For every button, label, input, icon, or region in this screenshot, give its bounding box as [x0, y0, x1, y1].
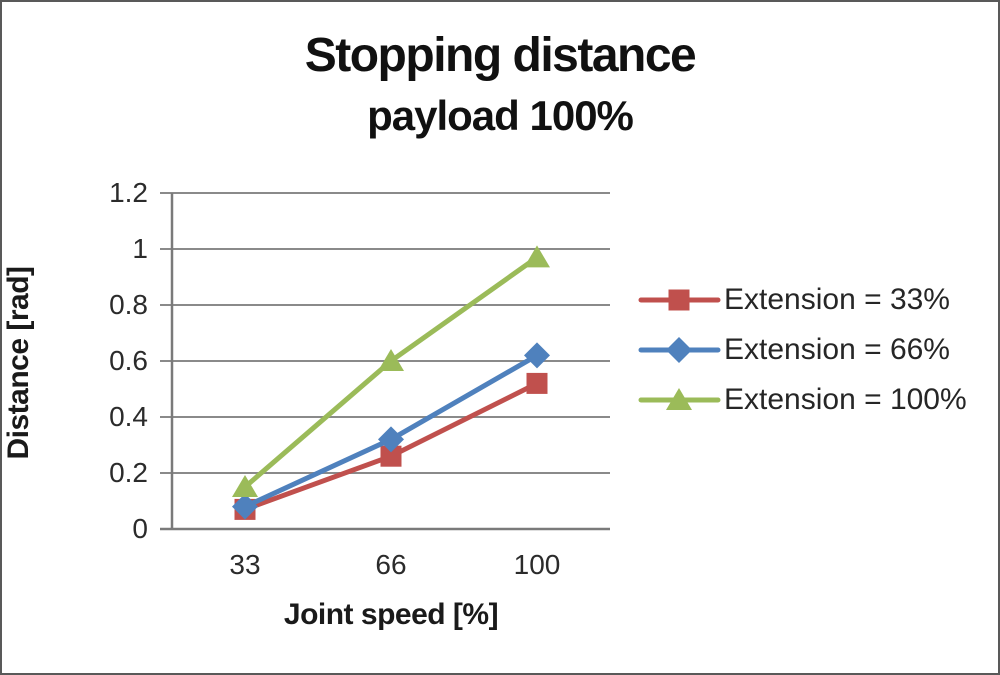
legend-item-2: Extension = 100% [638, 378, 967, 422]
chart-title: Stopping distance [304, 29, 697, 82]
series-1-point-1 [378, 426, 404, 453]
legend-item-1: Extension = 66% [638, 328, 967, 372]
y-tick-label-1: 1 [132, 233, 148, 264]
legend-marker-2 [666, 388, 692, 410]
x-tick-label-100: 100 [513, 549, 561, 580]
y-axis-title: Distance [rad] [2, 266, 35, 460]
series-1-point-2 [524, 342, 550, 369]
x-tick-label-33: 33 [229, 549, 261, 580]
y-tick-label-0.8: 0.8 [109, 289, 148, 320]
triangle-legend-marker-icon [638, 388, 721, 410]
legend-label-1: Extension = 66% [724, 333, 950, 366]
y-tick-label-0.2: 0.2 [109, 457, 148, 488]
legend-marker-1 [666, 337, 692, 363]
y-tick-label-1.2: 1.2 [109, 177, 148, 208]
legend-marker-0 [668, 289, 690, 311]
diamond-legend-marker-icon [638, 337, 721, 363]
series-2-point-2 [524, 245, 550, 268]
square-legend-marker-icon [638, 289, 721, 311]
series-2-point-0 [232, 475, 258, 497]
y-tick-label-0.4: 0.4 [109, 401, 148, 432]
x-tick-label-66: 66 [375, 549, 407, 580]
series-0-point-2 [526, 372, 548, 394]
legend-label-2: Extension = 100% [724, 383, 967, 416]
series-2-point-1 [378, 349, 404, 371]
x-axis-title: Joint speed [%] [283, 598, 499, 631]
chart-subtitle: payload 100% [367, 92, 634, 139]
series-0-point-1 [380, 445, 402, 467]
y-tick-label-0: 0 [132, 513, 148, 544]
legend-label-0: Extension = 33% [724, 283, 950, 316]
legend: Extension = 33% Extension = 66% Extension … [638, 278, 967, 422]
y-tick-label-0.6: 0.6 [109, 345, 148, 376]
legend-item-0: Extension = 33% [638, 278, 967, 322]
series-1-point-0 [232, 493, 258, 520]
